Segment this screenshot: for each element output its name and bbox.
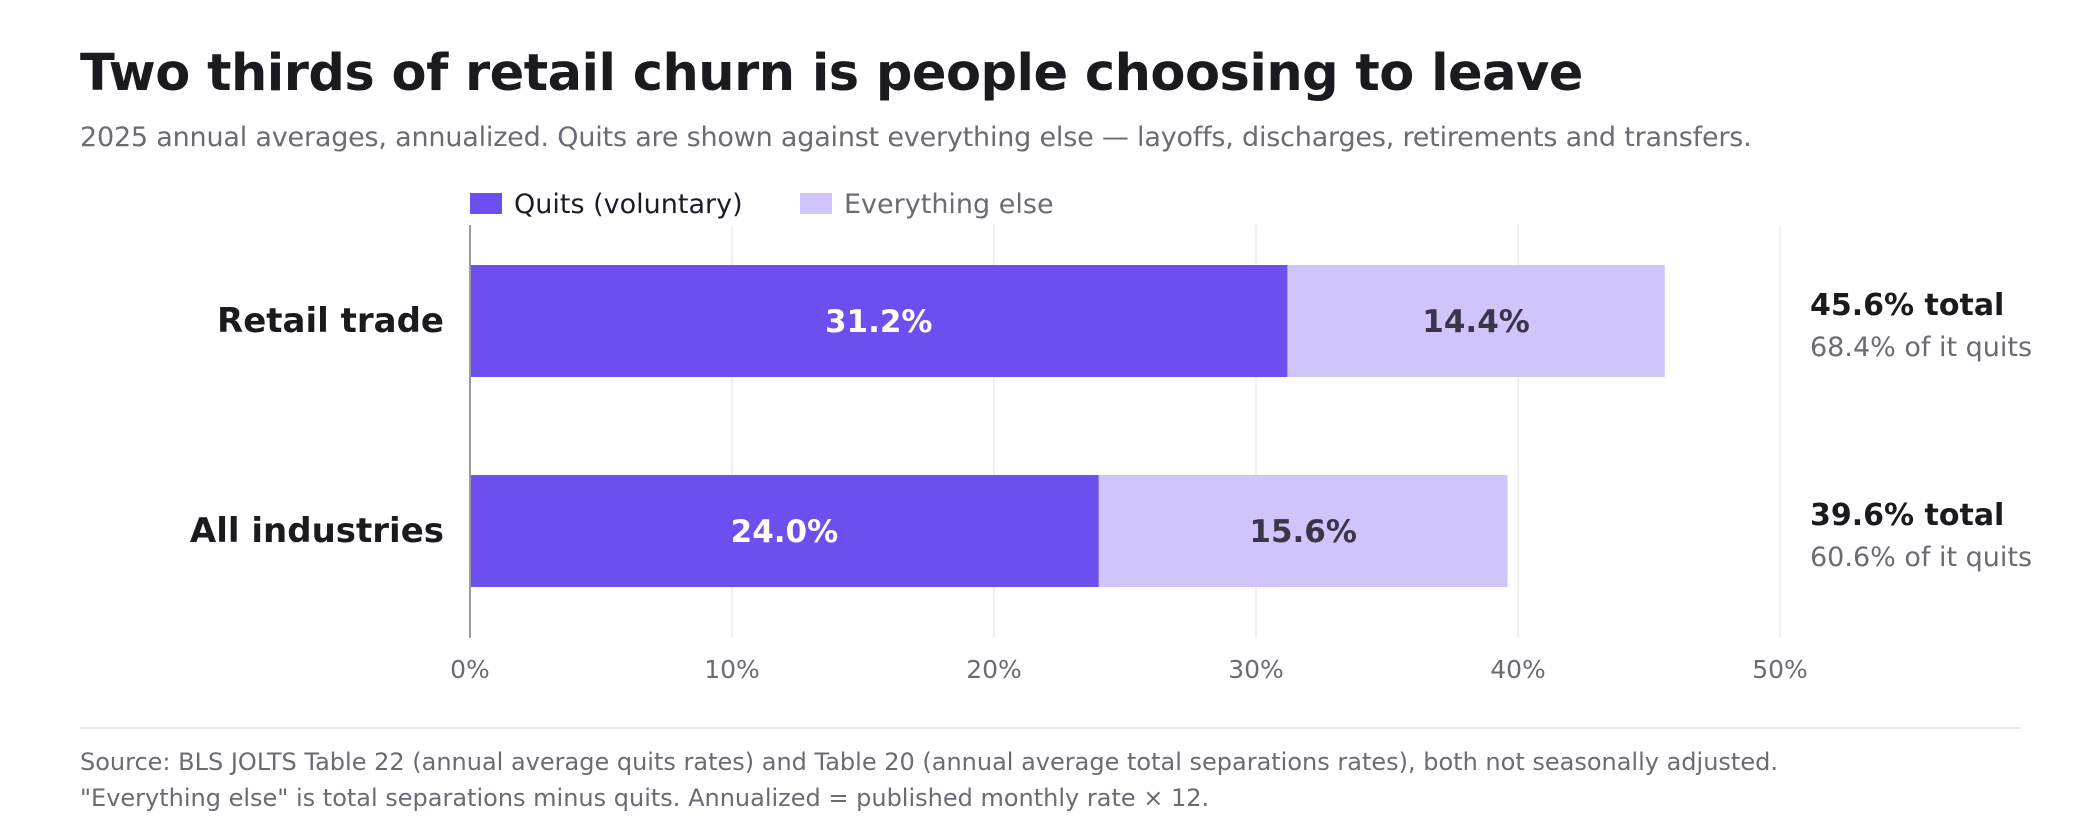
legend-swatch-else [800, 193, 832, 214]
x-tick-label: 10% [704, 655, 760, 684]
bar-value-label: 24.0% [731, 514, 839, 550]
x-tick-label: 20% [966, 655, 1022, 684]
bar-else [1098, 475, 1508, 587]
source-line-2: "Everything else" is total separations m… [80, 784, 1210, 812]
bar-value-label: 31.2% [825, 304, 933, 340]
bar-value-label: 15.6% [1249, 514, 1357, 550]
stacked-bar-chart: Quits (voluntary) Everything else 31.2% 14.… [190, 189, 2032, 684]
x-tick-label: 30% [1228, 655, 1284, 684]
chart-title: Two thirds of retail churn is people cho… [80, 44, 1583, 103]
bar-else [1287, 265, 1665, 377]
bar-quits [470, 265, 1288, 377]
legend-label-else: Everything else [844, 189, 1054, 220]
category-label: All industries [190, 511, 444, 551]
chart-subtitle: 2025 annual averages, annualized. Quits … [80, 122, 1752, 153]
source-note: Source: BLS JOLTS Table 22 (annual avera… [80, 744, 1778, 816]
quit-share-annotation: 68.4% of it quits [1810, 332, 2032, 363]
legend-label-quits: Quits (voluntary) [514, 189, 743, 220]
x-tick-label: 50% [1752, 655, 1808, 684]
bar-quits [470, 475, 1099, 587]
total-annotation: 45.6% total [1810, 288, 2004, 323]
total-annotation: 39.6% total [1810, 498, 2004, 533]
x-tick-label: 40% [1490, 655, 1546, 684]
quit-share-annotation: 60.6% of it quits [1810, 542, 2032, 573]
legend-swatch-quits [470, 193, 502, 214]
source-line-1: Source: BLS JOLTS Table 22 (annual avera… [80, 748, 1778, 776]
bar-value-label: 14.4% [1422, 304, 1530, 340]
category-label: Retail trade [217, 301, 444, 341]
x-tick-label: 0% [450, 655, 490, 684]
footer-divider [80, 727, 2020, 729]
